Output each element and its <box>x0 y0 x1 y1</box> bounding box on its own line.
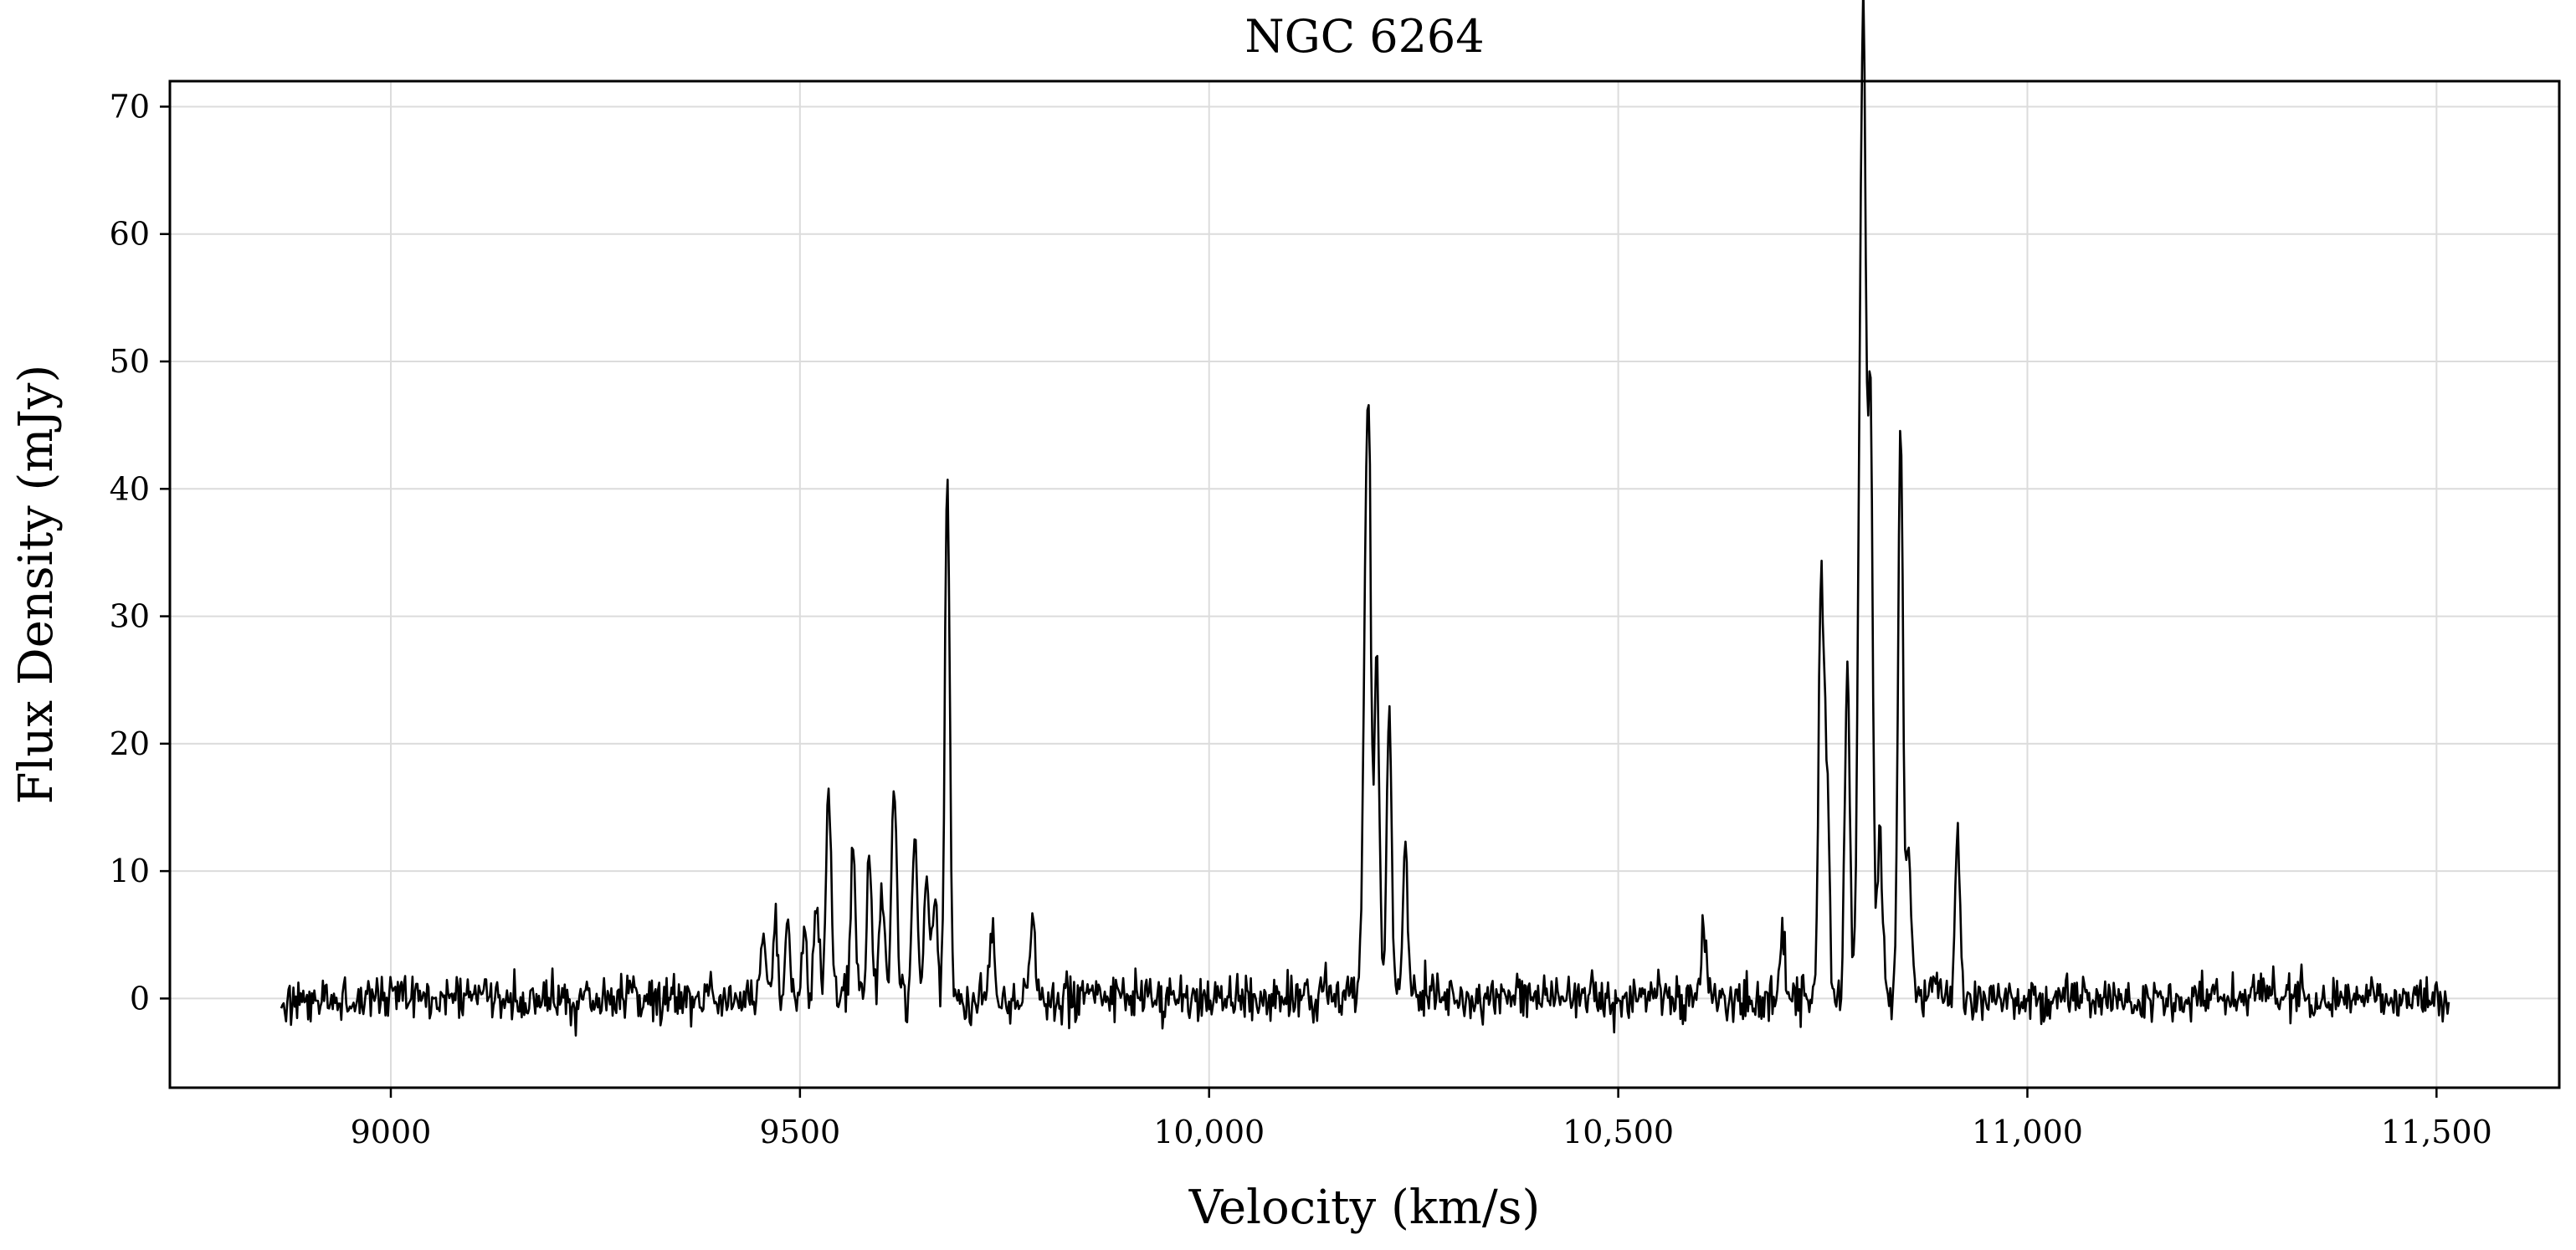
y-tick-label: 10 <box>110 853 150 889</box>
y-tick-label: 20 <box>110 725 150 762</box>
y-tick-label: 30 <box>110 598 150 635</box>
y-tick-label: 70 <box>110 88 150 125</box>
plot-area <box>280 0 2450 1037</box>
y-tick-label: 40 <box>110 470 150 507</box>
plot-frame <box>168 79 2561 1089</box>
x-tick-label: 9000 <box>351 1114 432 1150</box>
x-tick-label: 10,500 <box>1563 1114 1674 1150</box>
x-tick-label: 9500 <box>760 1114 841 1150</box>
x-axis-title: Velocity (km/s) <box>1188 1181 1541 1235</box>
y-axis-title: Flux Density (mJy) <box>9 365 64 805</box>
x-tick-label: 11,500 <box>2381 1114 2492 1150</box>
y-tick-label: 60 <box>110 216 150 253</box>
grid <box>170 81 2559 1088</box>
x-tick-label: 10,000 <box>1153 1114 1265 1150</box>
x-tick-label: 11,000 <box>1972 1114 2083 1150</box>
spectrum-line <box>280 0 2450 1037</box>
y-tick-label: 0 <box>130 980 150 1017</box>
chart-title: NGC 6264 <box>1244 10 1484 63</box>
axis-ticks: 9000 9500 10,000 10,500 11,000 11,500 0 10 20 30 4… <box>110 88 2492 1150</box>
y-tick-label: 50 <box>110 343 150 380</box>
